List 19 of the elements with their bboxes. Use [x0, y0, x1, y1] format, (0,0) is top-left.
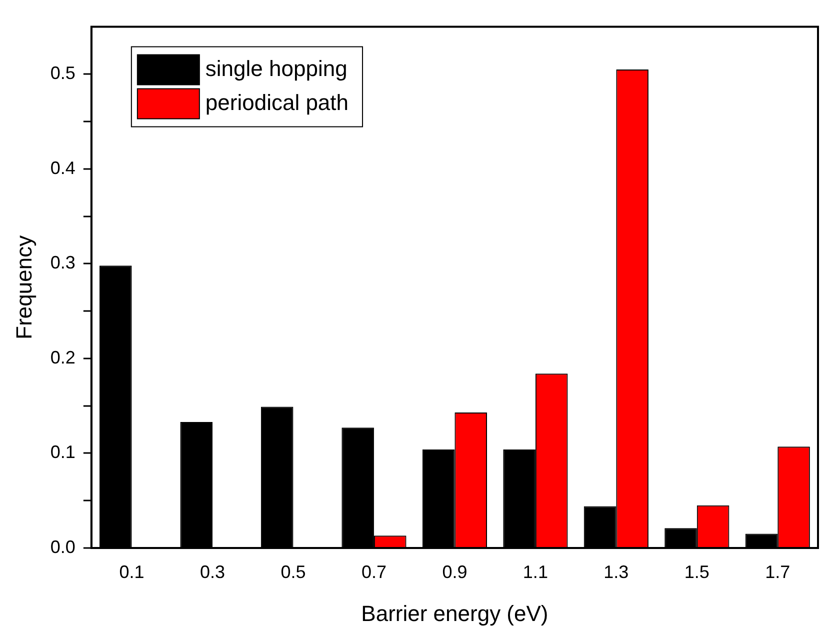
x-tick-label: 0.1 — [119, 562, 144, 582]
x-axis-title: Barrier energy (eV) — [361, 600, 548, 626]
x-tick-label: 1.1 — [522, 562, 548, 582]
y-tick-label: 0.4 — [50, 158, 76, 178]
legend-label: periodical path — [205, 90, 349, 115]
y-tick-label: 0.1 — [50, 442, 76, 462]
y-tick-label: 0.5 — [50, 63, 76, 84]
y-tick-label: 0.0 — [50, 536, 76, 557]
x-tick-label: 0.5 — [280, 562, 306, 582]
x-tick-label: 0.3 — [200, 562, 226, 582]
x-tick-label: 1.5 — [684, 562, 710, 582]
x-tick-label: 1.3 — [604, 562, 629, 582]
x-tick-label: 0.9 — [442, 562, 468, 582]
y-tick-label: 0.2 — [50, 347, 76, 368]
y-axis-title: Frequency — [11, 235, 36, 340]
x-tick-label: 0.7 — [361, 562, 386, 582]
x-tick-label: 1.7 — [765, 562, 790, 582]
legend-label: single hopping — [205, 56, 348, 81]
y-tick-label: 0.3 — [50, 252, 76, 273]
